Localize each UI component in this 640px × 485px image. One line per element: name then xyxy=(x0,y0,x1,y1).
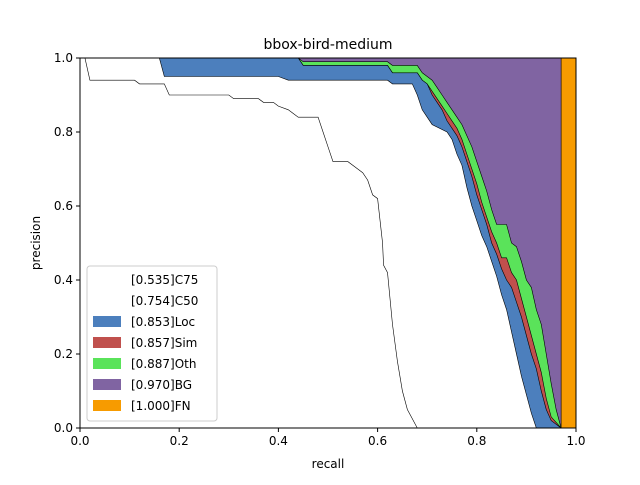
legend-label-0-853-loc: [0.853]Loc xyxy=(131,315,195,329)
legend-swatch-0-535-c75 xyxy=(93,274,121,285)
legend-swatch-1-000-fn xyxy=(93,400,121,411)
legend-label-0-754-c50: [0.754]C50 xyxy=(131,294,198,308)
line-layer xyxy=(80,57,537,429)
legend-label-0-887-oth: [0.887]Oth xyxy=(131,357,196,371)
x-tick-label: 0.4 xyxy=(269,434,288,448)
legend-swatch-0-887-oth xyxy=(93,358,121,369)
x-axis: 0.0 0.2 0.4 0.6 0.8 1.0 xyxy=(70,428,586,448)
y-tick-label: 0.4 xyxy=(54,273,73,287)
curve-0-754-c50 xyxy=(80,57,537,429)
y-axis: 0.0 0.2 0.4 0.6 0.8 1.0 xyxy=(54,51,80,435)
x-tick-label: 0.8 xyxy=(467,434,486,448)
y-tick-label: 0.8 xyxy=(54,125,73,139)
y-tick-label: 0.0 xyxy=(54,421,73,435)
legend-swatch-0-970-bg xyxy=(93,379,121,390)
chart-title: bbox-bird-medium xyxy=(263,37,392,53)
legend-label-0-970-bg: [0.970]BG xyxy=(131,378,192,392)
x-tick-label: 0.0 xyxy=(70,434,89,448)
x-tick-label: 1.0 xyxy=(566,434,585,448)
legend-swatch-0-853-loc xyxy=(93,316,121,327)
plot-frame xyxy=(79,57,577,429)
curve-0-535-c75 xyxy=(80,57,418,429)
y-tick-label: 0.2 xyxy=(54,347,73,361)
x-tick-label: 0.6 xyxy=(368,434,387,448)
y-tick-label: 0.6 xyxy=(54,199,73,213)
x-axis-label: recall xyxy=(312,457,345,471)
legend: [0.535]C75 [0.754]C50 [0.853]Loc [0.857]Sim… xyxy=(86,265,218,422)
legend-label-0-857-sim: [0.857]Sim xyxy=(131,336,197,350)
legend-label-1-000-fn: [1.000]FN xyxy=(131,399,191,413)
x-tick-label: 0.2 xyxy=(170,434,189,448)
legend-swatch-0-857-sim xyxy=(93,337,121,348)
y-tick-label: 1.0 xyxy=(54,51,73,65)
legend-swatch-0-754-c50 xyxy=(93,295,121,306)
y-axis-label: precision xyxy=(29,216,43,270)
legend-label-0-535-c75: [0.535]C75 xyxy=(131,273,198,287)
